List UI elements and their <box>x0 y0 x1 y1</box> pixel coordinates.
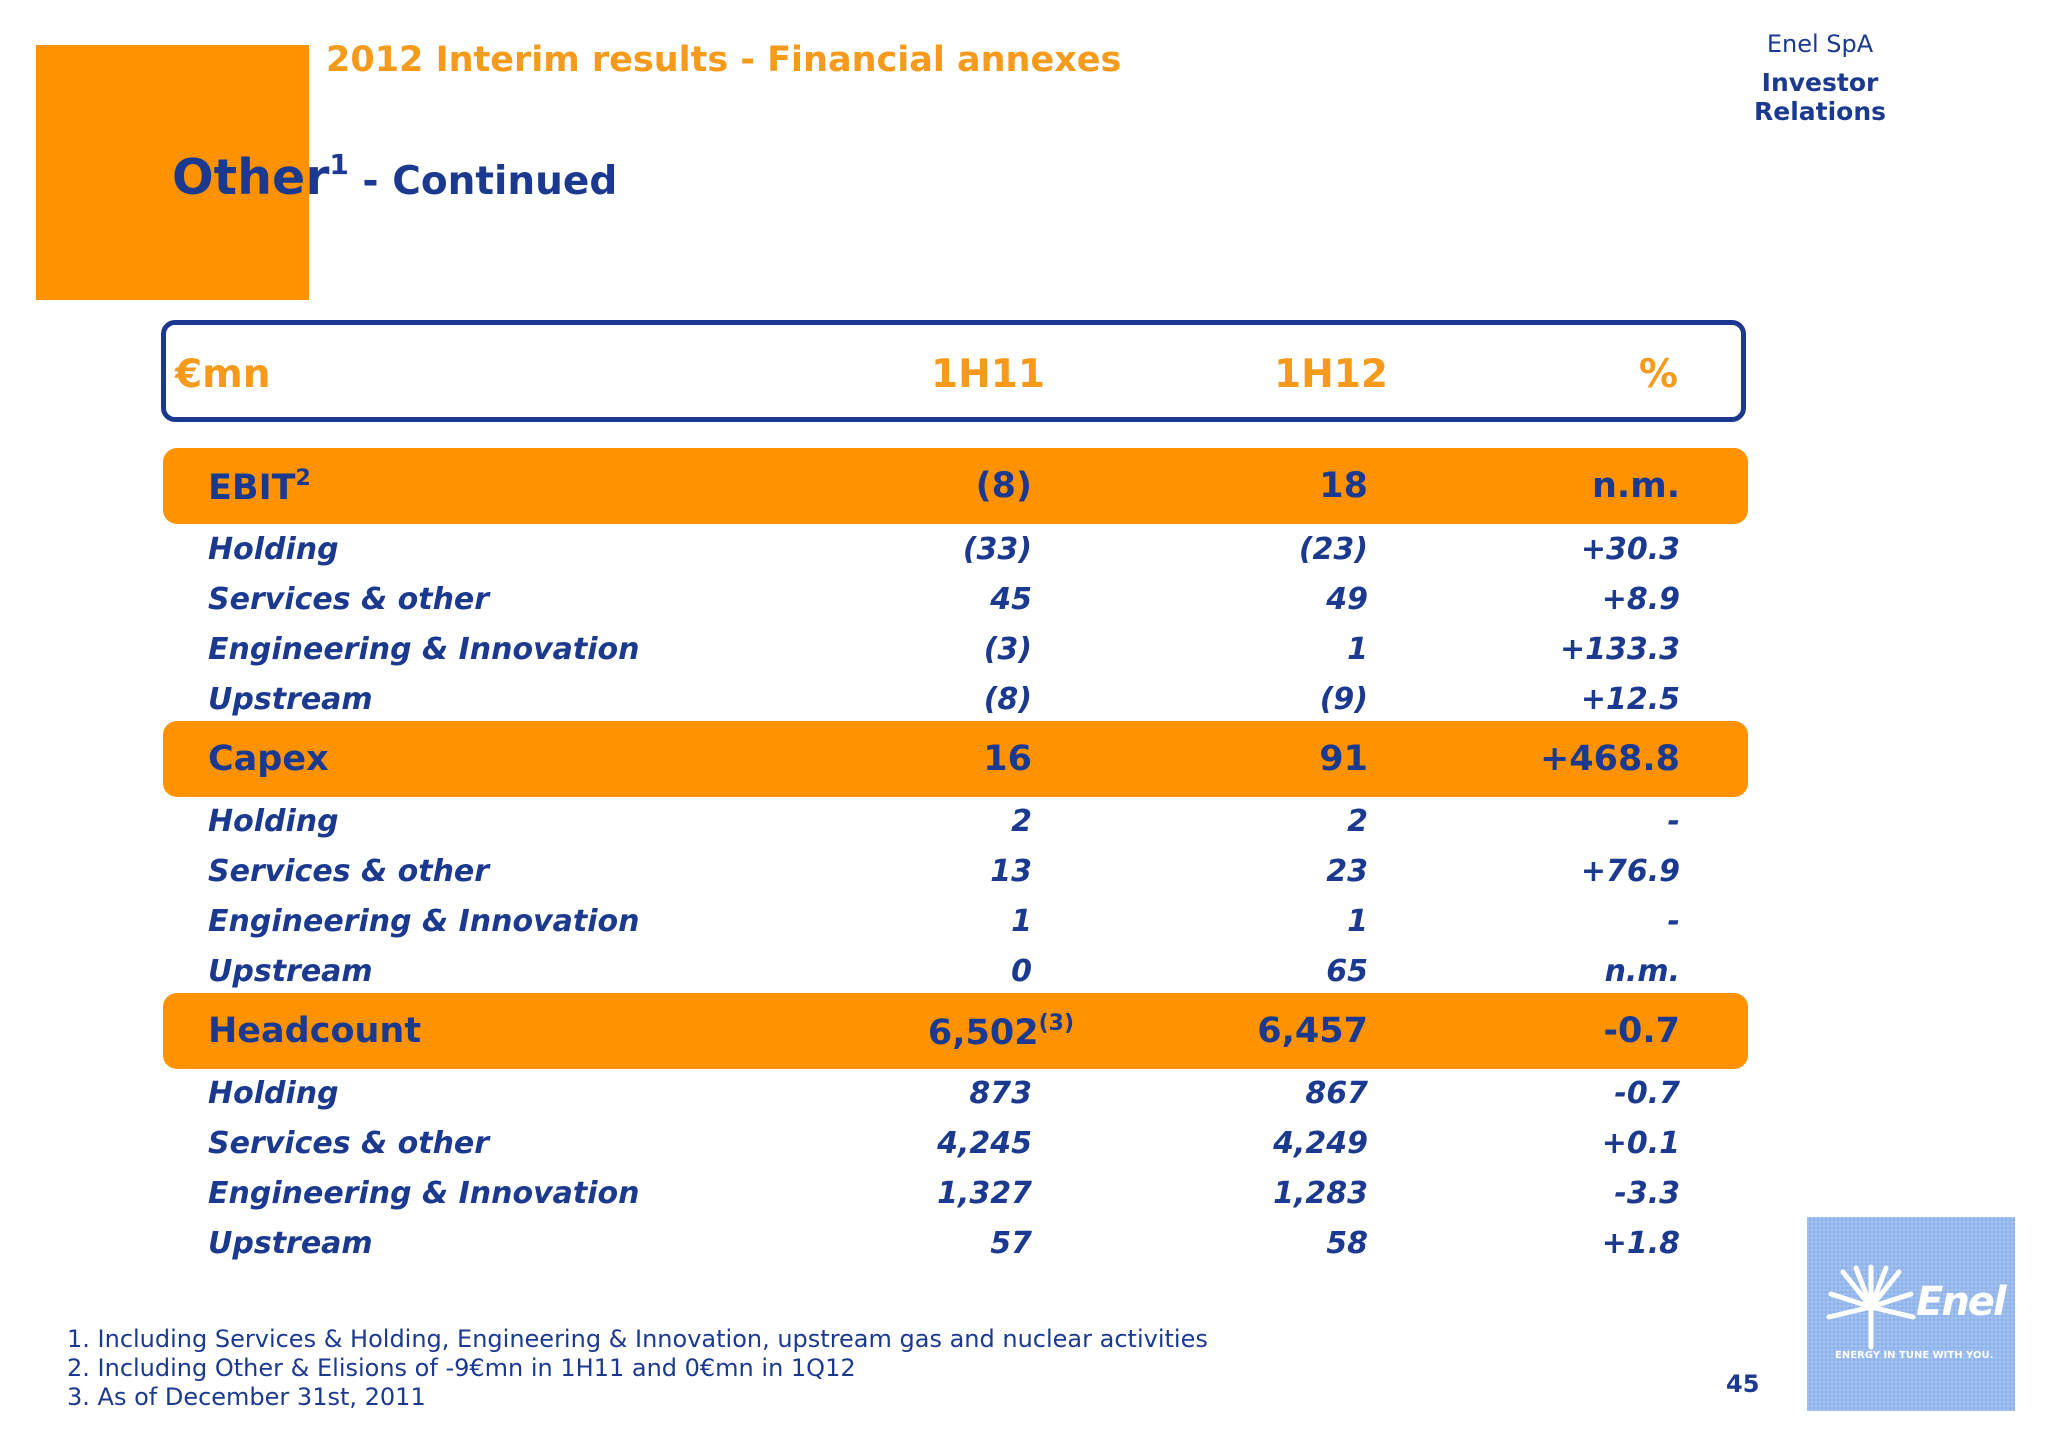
value-1h11: (3) <box>983 632 1032 667</box>
footnotes: 1. Including Services & Holding, Enginee… <box>67 1325 1208 1412</box>
footnote-3: 3. As of December 31st, 2011 <box>67 1383 426 1411</box>
page-title-footnote-ref: 1 <box>329 148 349 181</box>
section-bar-ebit <box>163 448 1748 524</box>
value-percent: - <box>1667 904 1680 939</box>
value-1h12: (9) <box>1319 682 1368 717</box>
column-header-percent: % <box>1638 352 1678 397</box>
footnote-1: 1. Including Services & Holding, Enginee… <box>67 1325 1208 1353</box>
row-label: Engineering & Innovation <box>208 904 640 939</box>
value-1h12: 4,249 <box>1273 1126 1368 1161</box>
value-1h11: 0 <box>1011 954 1032 989</box>
footnote-2: 2. Including Other & Elisions of -9€mn i… <box>67 1354 856 1382</box>
value-percent: -0.7 <box>1603 1011 1680 1051</box>
value-percent: - <box>1667 804 1680 839</box>
footnote-ref: 2 <box>295 466 311 491</box>
value-percent: -0.7 <box>1614 1076 1680 1111</box>
value-1h12: 65 <box>1326 954 1368 989</box>
value-1h11: 6,502(3) <box>927 1011 1074 1053</box>
table-header-box <box>161 320 1746 422</box>
value-percent: +76.9 <box>1580 854 1680 889</box>
row-label: Holding <box>208 1076 339 1111</box>
value-1h12: 2 <box>1347 804 1368 839</box>
value-1h12: 18 <box>1319 466 1368 506</box>
department-name: Investor Relations <box>1753 68 1887 126</box>
section-bar-capex <box>163 721 1748 797</box>
value-1h11: 57 <box>990 1226 1032 1261</box>
value-1h11: 1,327 <box>937 1176 1032 1211</box>
value-1h12: 867 <box>1305 1076 1368 1111</box>
value-percent: +0.1 <box>1601 1126 1680 1161</box>
row-label: Engineering & Innovation <box>208 632 640 667</box>
value-1h11: (8) <box>975 466 1032 506</box>
value-1h12: (23) <box>1298 532 1368 567</box>
value-percent: +468.8 <box>1539 739 1680 779</box>
row-label: Engineering & Innovation <box>208 1176 640 1211</box>
enel-logo: Enel ENERGY IN TUNE WITH YOU. <box>1807 1217 2015 1411</box>
row-label: Services & other <box>208 854 490 889</box>
page-title: Other1 - Continued <box>172 148 617 206</box>
row-label: Upstream <box>208 954 373 989</box>
value-1h11: 873 <box>969 1076 1032 1111</box>
section-title: 2012 Interim results - Financial annexes <box>326 40 1122 80</box>
value-1h12: 58 <box>1326 1226 1368 1261</box>
footnote-ref: (3) <box>1038 1011 1074 1036</box>
logo-tagline: ENERGY IN TUNE WITH YOU. <box>1835 1350 1994 1361</box>
row-label: Upstream <box>208 682 373 717</box>
section-label: EBIT2 <box>208 466 311 508</box>
value-1h11: 2 <box>1011 804 1032 839</box>
value-1h11: (33) <box>962 532 1032 567</box>
row-label: Services & other <box>208 582 490 617</box>
header-orange-block <box>36 45 309 300</box>
page-title-main: Other <box>172 149 330 206</box>
row-label: Holding <box>208 532 339 567</box>
row-label: Upstream <box>208 1226 373 1261</box>
value-percent: +12.5 <box>1580 682 1680 717</box>
value-percent: +1.8 <box>1601 1226 1680 1261</box>
value-percent: +8.9 <box>1601 582 1680 617</box>
value-percent: n.m. <box>1604 954 1680 989</box>
value-1h12: 91 <box>1319 739 1368 779</box>
logo-wordmark: Enel <box>1916 1279 2007 1325</box>
page-number: 45 <box>1726 1370 1760 1398</box>
value-1h11: 4,245 <box>937 1126 1032 1161</box>
company-name: Enel SpA <box>1766 30 1874 58</box>
value-percent: +133.3 <box>1559 632 1680 667</box>
column-header-1h11: 1H11 <box>930 352 1045 397</box>
value-1h12: 1,283 <box>1273 1176 1368 1211</box>
section-bar-headcount <box>163 993 1748 1069</box>
column-header-unit: €mn <box>175 352 271 397</box>
value-percent: +30.3 <box>1580 532 1680 567</box>
column-header-1h12: 1H12 <box>1273 352 1388 397</box>
value-1h11: (8) <box>983 682 1032 717</box>
value-1h11: 16 <box>983 739 1032 779</box>
section-label: Capex <box>208 739 329 779</box>
value-1h11: 45 <box>990 582 1032 617</box>
value-1h12: 23 <box>1326 854 1368 889</box>
value-1h12: 1 <box>1347 904 1368 939</box>
row-label: Holding <box>208 804 339 839</box>
value-1h12: 1 <box>1347 632 1368 667</box>
value-percent: n.m. <box>1592 466 1680 506</box>
value-1h11: 13 <box>990 854 1032 889</box>
section-label: Headcount <box>208 1011 422 1051</box>
value-1h11: 1 <box>1011 904 1032 939</box>
value-1h12: 6,457 <box>1257 1011 1368 1051</box>
value-percent: -3.3 <box>1614 1176 1680 1211</box>
page-title-continued: - Continued <box>348 159 618 204</box>
row-label: Services & other <box>208 1126 490 1161</box>
value-1h12: 49 <box>1326 582 1368 617</box>
company-block: Enel SpA Investor Relations <box>1692 30 1948 126</box>
enel-tree-icon <box>1826 1264 1916 1350</box>
